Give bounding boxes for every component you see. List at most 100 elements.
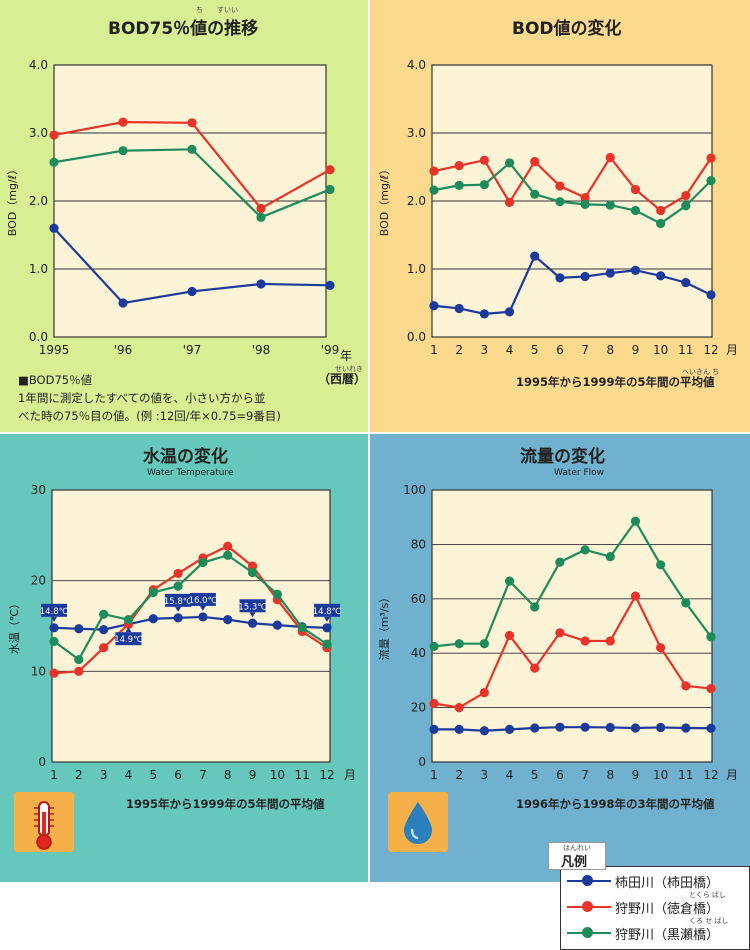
bod75-series-point-0	[118, 298, 128, 308]
water_flow-series-point-0	[656, 722, 666, 733]
water_flow-series-point-2	[555, 557, 565, 567]
bod_monthly-series-point-1	[706, 153, 716, 163]
bod75-series-point-2	[187, 144, 197, 154]
water_flow-series-point-1	[656, 643, 666, 653]
water_temp-xtick-label: 4	[125, 768, 133, 782]
water_flow-ytick-label: 40	[411, 646, 426, 660]
bod75-ytick-label: 4.0	[29, 58, 48, 72]
legend-marker	[582, 875, 593, 886]
bod75-series-point-2	[118, 146, 128, 156]
bod_monthly-series-point-2	[706, 176, 716, 186]
legend-marker	[582, 927, 593, 938]
water_temp-callout-label: 16.0℃	[189, 596, 218, 606]
water_flow-series-point-1	[504, 630, 515, 641]
bod75-note-line-2: べた時の75％目の値。(例 :12回/年×0.75=9番目)	[18, 409, 281, 423]
bod_monthly-xtick-label: 7	[581, 343, 589, 357]
bod_monthly-ytick-label: 3.0	[407, 126, 426, 140]
bod_monthly-series-point-0	[605, 268, 615, 278]
water_temp-series-point-0	[148, 614, 158, 624]
water_temp-series-point-2	[322, 639, 332, 649]
water_temp-callout-pointer	[125, 627, 132, 633]
bod_monthly-ytick-label: 1.0	[407, 262, 426, 276]
water_temp-xtick-label: 10	[270, 768, 285, 782]
water_flow-xtick-label: 5	[531, 768, 539, 782]
bod_monthly-series-point-1	[580, 193, 590, 203]
bod_monthly-xtick-label: 2	[455, 343, 463, 357]
water-flow-subtitle: Water Flow	[554, 468, 605, 478]
water_temp-callout-box	[189, 592, 216, 606]
water_temp-xtick-label: 11	[295, 768, 310, 782]
bod75-ytick-label: 0.0	[29, 330, 48, 344]
water_temp-series-point-1	[223, 541, 233, 551]
water_flow-series-point-1	[555, 628, 565, 638]
bod_monthly-series-point-2	[454, 180, 464, 190]
water_temp-series-point-0	[49, 623, 59, 633]
water_flow-series-point-0	[504, 724, 515, 734]
water_temp-callout-box	[239, 599, 266, 613]
water_flow-series-point-0	[555, 722, 565, 732]
bod_monthly-xtick-label: 1	[430, 343, 438, 357]
bod75-series-point-1	[325, 165, 335, 175]
water_flow-xtick-label: 6	[556, 768, 564, 782]
bod75-ylabel: BOD（mg/ℓ）	[6, 164, 19, 236]
water_temp-callout-label: 15.3℃	[238, 602, 267, 612]
water_flow-series-point-1	[706, 683, 716, 694]
bod75-year-unit: 年	[340, 349, 353, 363]
water_flow-xtick-label: 11	[678, 768, 693, 782]
water_temp-callout-label: 14.8℃	[313, 607, 342, 617]
water_temp-xtick-label: 8	[224, 768, 232, 782]
water_flow-series-point-2	[530, 602, 540, 612]
water_temp-series-point-0	[74, 624, 84, 634]
water_temp-series-point-0	[223, 615, 233, 625]
bod_monthly-series-point-1	[630, 184, 641, 195]
water_flow-series-point-2	[630, 516, 641, 526]
bod75-series-point-0	[325, 280, 335, 290]
water_flow-series-point-2	[656, 560, 666, 570]
water_temp-series-point-1	[49, 668, 59, 678]
bod75-series-point-2	[256, 212, 266, 222]
water_temp-ytick-label: 10	[31, 664, 46, 678]
water_flow-ytick-label: 0	[418, 755, 426, 769]
water_temp-series-point-0	[99, 625, 109, 635]
water_temp-xtick-label: 12	[319, 768, 334, 782]
water_flow-series-point-2	[580, 545, 590, 555]
bod75-xtick-label: 1995	[39, 343, 70, 357]
bod_monthly-xtick-label: 9	[632, 343, 640, 357]
water_temp-xtick-label: 9	[249, 768, 257, 782]
water_flow-series-line-1	[433, 593, 712, 709]
bod_monthly-series-point-0	[479, 309, 489, 319]
water_flow-series-point-0	[706, 723, 716, 733]
water_flow-xtick-label: 8	[606, 768, 614, 782]
water_flow-series-point-1	[429, 698, 439, 709]
water_temp-callout-pointer	[324, 616, 330, 622]
water_temp-xtick-label: 3	[100, 768, 108, 782]
bod_monthly-series-point-1	[479, 155, 489, 165]
water_temp-callout-label: 14.8℃	[40, 607, 69, 617]
water_temp-ylabel: 水温（℃）	[8, 598, 21, 654]
water_temp-callout-box	[41, 603, 67, 617]
bod75-xtick-label: '96	[114, 343, 133, 357]
bod75-series-point-1	[118, 117, 128, 127]
water_temp-callout-box	[115, 632, 142, 646]
water_flow-ylabel: 流量（m³/s）	[377, 592, 391, 661]
bod_monthly-series-point-1	[555, 181, 565, 191]
legend-item-kanogawa-kurose: 狩野川（黒瀬橋） くろ せ ばし	[561, 917, 749, 943]
water_temp-callout-pointer	[51, 616, 57, 622]
bod-monthly-caption: 1995年から1999年の5年間の平均値	[516, 375, 715, 389]
bod_monthly-xtick-label: 4	[506, 343, 514, 357]
water_temp-series-point-0	[322, 623, 332, 633]
bod75-series-point-1	[49, 130, 59, 140]
water-flow-caption: 1996年から1998年の3年間の平均値	[516, 797, 715, 811]
bod75-series-point-0	[187, 286, 197, 297]
bod75-series-point-1	[256, 203, 266, 214]
water_temp-ytick-label: 0	[38, 755, 46, 769]
legend-marker	[582, 901, 593, 912]
water_flow-series-point-1	[530, 663, 540, 673]
water_temp-xtick-label: 6	[174, 768, 182, 782]
legend-title-box: はんれい 凡例	[548, 842, 606, 870]
bod_monthly-xtick-label: 11	[678, 343, 693, 357]
water_flow-xtick-label: 2	[455, 768, 463, 782]
bod75-era-ruby: せいれき	[335, 365, 363, 373]
water-flow-title: 流量の変化	[520, 447, 605, 467]
